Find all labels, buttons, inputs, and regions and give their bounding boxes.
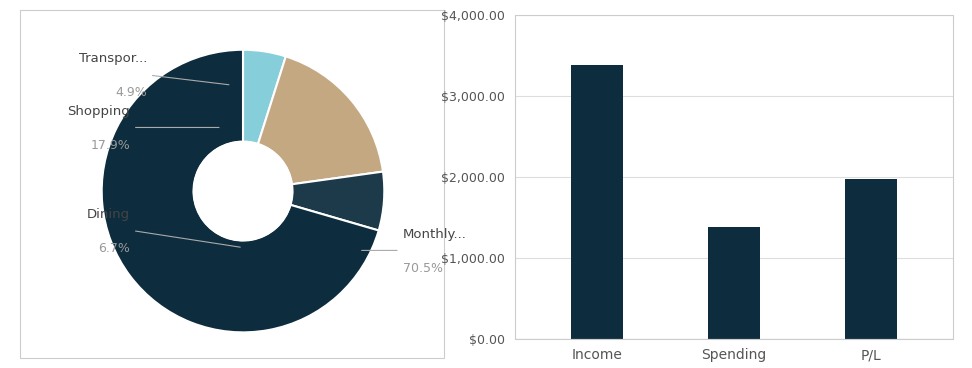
Text: 4.9%: 4.9% — [115, 86, 147, 99]
Text: 6.7%: 6.7% — [98, 242, 130, 255]
Circle shape — [193, 142, 293, 241]
Text: Transpor...: Transpor... — [79, 52, 147, 65]
Wedge shape — [291, 171, 384, 230]
Text: 70.5%: 70.5% — [402, 262, 442, 275]
Bar — [708, 227, 760, 339]
Bar — [845, 179, 896, 339]
Wedge shape — [243, 50, 286, 144]
Wedge shape — [258, 56, 383, 184]
Text: Dining: Dining — [87, 208, 130, 221]
Wedge shape — [102, 50, 379, 332]
Text: 17.9%: 17.9% — [90, 139, 130, 152]
Bar — [572, 65, 623, 339]
Text: Shopping: Shopping — [67, 105, 130, 118]
Text: Monthly...: Monthly... — [402, 227, 467, 241]
